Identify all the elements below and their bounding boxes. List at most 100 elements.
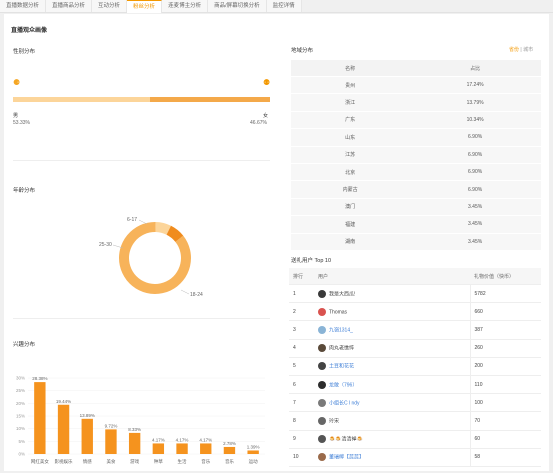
user-cell: 🍮🍮清清禅🍮 [314,430,470,449]
interest-title: 兴趣分布 [13,342,36,348]
region-pct-cell: 6.90% [409,128,541,147]
table-row: 山东 6.90% [291,128,541,147]
top10-header-value: 礼物价值（快币） [470,268,541,285]
y-tick-label: 10% [16,426,25,431]
tab-1[interactable]: 直播商品分析 [46,0,93,12]
avatar [318,344,326,353]
leader-line [112,244,124,249]
x-tick-label: 游戏 [130,458,139,465]
province-switch[interactable]: 省份 [509,47,520,53]
table-row: 湖南 3.45% [291,232,541,250]
user-name: 🍮🍮清清禅🍮 [329,436,363,443]
city-switch[interactable]: 城市 [523,47,534,53]
avatar [318,398,326,407]
tab-4[interactable]: 连麦博主分析 [162,0,209,12]
tab-2[interactable]: 互动分析 [92,0,128,12]
rank-cell: 5 [289,357,314,376]
avatar [318,453,326,462]
male-label: 男 [13,113,19,119]
table-row: 北京 6.90% [291,162,541,181]
avatar [318,380,326,389]
region-name-cell: 广东 [291,110,410,129]
x-tick-label: 种草 [154,458,163,465]
gift-value-cell: 100 [469,393,541,413]
top10-header-rank: 排行 [289,268,314,285]
gift-value-cell: 60 [469,430,541,449]
rank-cell: 4 [289,339,314,358]
avatar [318,435,326,444]
interest-bar-chart: 0% 5% 10% 15% 20% 25% 30% 28.38% 网红美女 19.44% 影视娱乐 1… [16,376,265,465]
x-tick-label: 影视娱乐 [55,458,73,465]
user-name: 玲宋 [329,418,340,425]
region-name-cell: 贵州 [291,75,410,94]
user-name[interactable]: 董瑞檸【蕊蕊】 [329,454,365,461]
rank-cell: 2 [289,302,314,322]
user-name[interactable]: 龙敢（796） [329,381,358,388]
y-tick-label: 20% [16,401,25,406]
region-name-cell: 澳门 [291,197,410,216]
bar-value-label: 13.89% [80,413,95,418]
y-tick-label: 30% [16,376,25,381]
user-name: 我是大西瓜! [329,290,356,297]
region-pct-cell: 6.90% [409,180,541,199]
y-tick-label: 0% [18,452,25,457]
male-pct: 53.33% [13,120,30,126]
rank-cell: 9 [289,430,314,449]
leader-line [180,289,190,295]
avatar [318,362,326,371]
y-tick-label: 15% [16,414,25,419]
age-label-25-30: 25-30 [99,242,112,248]
region-name-cell: 福建 [291,215,410,234]
switch-separator: | [520,47,522,53]
user-name: 肉丸老憔悴 [329,345,355,352]
tab-0[interactable]: 直播数据分析 [0,0,47,12]
age-label-6-17: 6-17 [127,217,137,223]
region-header-pct: 占比 [409,60,541,77]
age-donut-chart: 18-24 25-30 6-17 [99,217,203,298]
table-row: 7 小组长C l ndy 100 [289,393,541,413]
female-icon: ⚉ [263,78,271,87]
user-name[interactable]: 小组长C l ndy [329,400,360,407]
table-row: 6 龙敢（796） 110 [289,375,541,395]
tab-6[interactable]: 监控详情 [266,0,302,12]
age-label-18-24: 18-24 [190,292,203,298]
rank-cell: 1 [289,284,314,304]
male-bar [13,97,151,102]
user-cell: 土豆和花花 [314,357,470,376]
region-pct-cell: 13.79% [409,93,541,112]
region-name-cell: 湖南 [291,232,410,250]
leader-line [138,219,148,225]
user-cell: 九嶺1314_ [314,320,470,340]
x-tick-label: 网红美女 [31,458,49,465]
user-cell: 小组长C l ndy [314,393,470,413]
region-pct-cell: 6.90% [409,145,541,164]
tab-3[interactable]: 粉丝分析 [127,0,163,13]
table-row: 浙江 13.79% [291,93,541,112]
bar-value-label: 8.33% [128,427,141,432]
x-tick-label: 情感 [83,458,92,465]
y-tick-label: 25% [16,388,25,393]
table-row: 10 董瑞檸【蕊蕊】 58 [289,448,541,467]
user-name[interactable]: 九嶺1314_ [329,327,353,334]
x-tick-label: 音乐 [201,458,210,465]
rank-cell: 8 [289,411,314,431]
region-pct-cell: 17.24% [409,75,541,94]
gift-value-cell: 387 [469,320,541,340]
rank-cell: 3 [289,320,314,340]
table-row: 内蒙古 6.90% [291,180,541,199]
rank-cell: 10 [289,448,314,467]
avatar [318,307,326,316]
bar-value-label: 4.17% [152,437,165,442]
region-table: 名称 占比 贵州 17.24% 浙江 13.79% 广东 10.34% 山东 6.90% 江苏 6… [291,60,541,250]
region-pct-cell: 10.34% [409,110,541,129]
region-pct-cell: 3.45% [409,232,541,250]
region-name-cell: 浙江 [291,93,410,112]
user-name[interactable]: 土豆和花花 [329,363,355,370]
tab-5[interactable]: 商品/屏幕切换分析 [208,0,267,12]
bar-value-label: 9.72% [105,423,118,428]
table-row: 江苏 6.90% [291,145,541,164]
region-name-cell: 江苏 [291,145,410,164]
gift-value-cell: 660 [469,302,541,322]
table-row: 4 肉丸老憔悴 260 [289,339,541,358]
table-row: 2 Thomas 660 [289,302,541,322]
